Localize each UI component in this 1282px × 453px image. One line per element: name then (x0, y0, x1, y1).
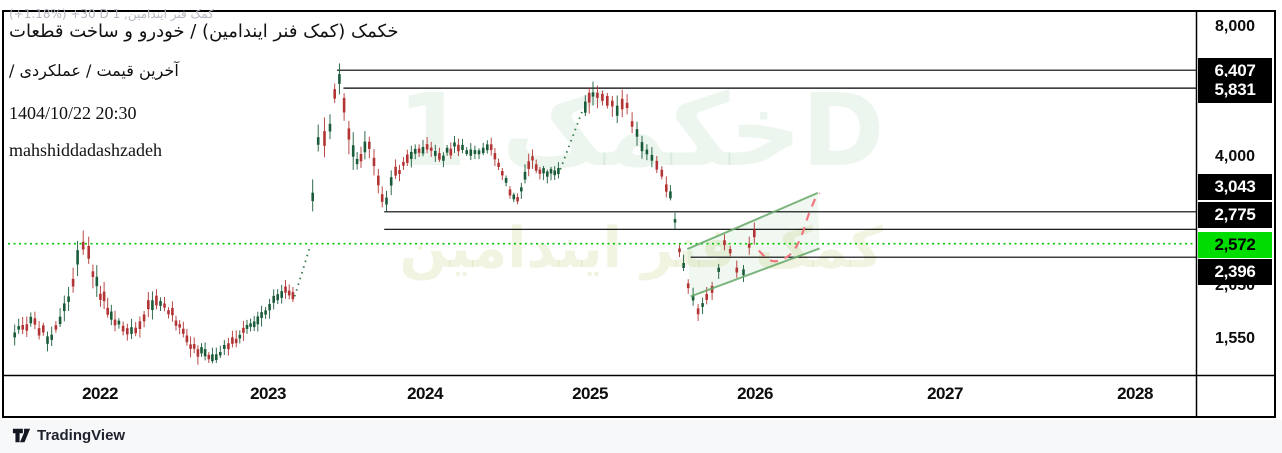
time-label-2022: 2022 (82, 384, 118, 403)
price-tick-4000: 4,000 (1214, 148, 1256, 165)
time-label-2023: 2023 (250, 384, 286, 403)
time-label-2026: 2026 (737, 384, 773, 403)
time-label-2024: 2024 (407, 384, 443, 403)
price-tick-8000: 8,000 (1214, 18, 1256, 35)
symbol-name: کمک فنر ایندامین, 1 (112, 7, 214, 21)
tradingview-brand-text: TradingView (37, 427, 126, 444)
page-title: خکمک (کمک فنر ایندامین) / خودرو و ساخت ق… (9, 21, 399, 42)
time-label-2028: 2028 (1117, 384, 1153, 403)
time-scale[interactable]: 2022 2023 2024 2025 2026 2027 2028 (3, 377, 1275, 417)
time-label-2027: 2027 (927, 384, 963, 403)
author-name: mahshiddadashzadeh (9, 140, 162, 160)
symbol-status-line: (+1.18%) +30 D کمک فنر ایندامین, 1 (9, 7, 214, 21)
price-tick-1550: 1,550 (1214, 330, 1256, 347)
publish-datetime: 1404/10/22 20:30 (9, 103, 137, 123)
attribution-bar: TradingView (0, 420, 1282, 453)
price-scale[interactable]: 8,000 4,000 2,050 1,550 6,407 5,831 3,043 2,775… (1197, 11, 1276, 375)
tradingview-link[interactable]: TradingView (12, 427, 125, 444)
symbol-change: (+1.18%) +30 D (9, 7, 109, 21)
price-label-2775: 2,775 (1198, 202, 1272, 228)
price-label-5831: 5,831 (1198, 77, 1272, 103)
price-label-2572: 2,572 (1198, 232, 1272, 258)
price-label-2396: 2,396 (1198, 259, 1272, 285)
idea-subtitle: آخرین قیمت / عملکردی / (9, 61, 179, 80)
price-label-3043: 3,043 (1198, 174, 1272, 200)
tradingview-logo-icon (12, 428, 31, 443)
time-label-2025: 2025 (572, 384, 608, 403)
